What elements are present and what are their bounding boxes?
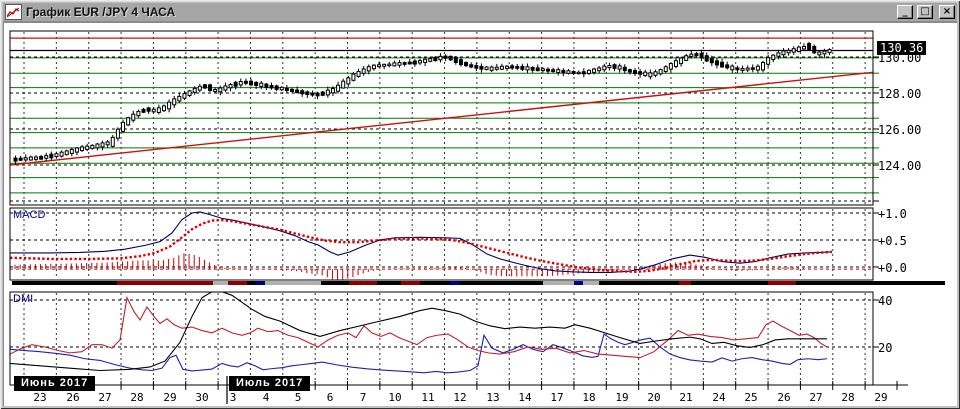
x-axis-day-label: 23	[33, 391, 47, 404]
x-axis-day-label: 19	[615, 391, 629, 404]
trend-strip-segment	[691, 281, 768, 285]
x-axis-day-label: 25	[744, 391, 758, 404]
x-axis-day-label: 26	[777, 391, 791, 404]
month-label-june: Июнь 2017	[14, 376, 96, 391]
minimize-button[interactable]: _	[897, 5, 913, 19]
x-axis-day-label: 28	[841, 391, 855, 404]
trend-strip-segment	[265, 281, 321, 285]
chart-client-area	[3, 22, 957, 406]
price-axis-label: 126.00	[878, 123, 922, 137]
chart-icon	[5, 4, 22, 20]
trend-strip	[12, 281, 945, 285]
trend-strip-segment	[599, 281, 679, 285]
x-axis-day-label: 3	[229, 391, 237, 404]
x-axis-day-label: 26	[66, 391, 80, 404]
x-axis-day-label: 29	[874, 391, 888, 404]
current-price-badge: 130.36	[877, 41, 927, 55]
x-axis-day-label: 27	[98, 391, 112, 404]
trend-strip-segment	[583, 281, 599, 285]
x-axis-day-label: 12	[453, 391, 467, 404]
dmi-panel-label: DMI	[13, 293, 34, 305]
x-axis-day-label: 11	[421, 391, 435, 404]
trend-strip-segment	[12, 281, 117, 285]
trend-strip-segment	[256, 281, 265, 285]
trend-strip-segment	[213, 281, 228, 285]
close-button[interactable]: ×	[939, 5, 955, 19]
title-bar[interactable]: График EUR /JPY 4 ЧАСА _ □ ×	[3, 3, 957, 22]
trend-strip-segment	[796, 281, 945, 285]
x-axis-day-label: 29	[163, 391, 177, 404]
trend-strip-segment	[401, 281, 420, 285]
maximize-button[interactable]: □	[917, 5, 933, 19]
trend-strip-segment	[321, 281, 349, 285]
trend-strip-segment	[574, 281, 583, 285]
price-axis-label: 128.00	[878, 87, 922, 101]
dmi-axis-label: 20	[878, 341, 893, 355]
window-title: График EUR /JPY 4 ЧАСА	[26, 5, 176, 19]
x-axis-day-label: 20	[647, 391, 661, 404]
month-label-july: Июль 2017	[229, 376, 311, 391]
dmi-axis-label: 40	[878, 294, 893, 308]
trend-strip-segment	[117, 281, 213, 285]
trend-strip-segment	[543, 281, 574, 285]
trend-strip-segment	[247, 281, 256, 285]
trend-strip-segment	[768, 281, 796, 285]
x-axis-day-label: 6	[326, 391, 334, 404]
macd-axis-label: +0.5	[878, 234, 907, 248]
x-axis-day-label: 14	[518, 391, 532, 404]
macd-panel-label: MACD	[13, 209, 46, 221]
x-axis-day-label: 10	[388, 391, 402, 404]
x-axis-day-label: 7	[359, 391, 367, 404]
x-axis-day-label: 27	[809, 391, 823, 404]
trend-strip-segment	[377, 281, 401, 285]
macd-axis-label: +0.0	[878, 261, 907, 275]
trend-strip-segment	[228, 281, 247, 285]
x-axis-day-label: 17	[550, 391, 564, 404]
trend-strip-segment	[679, 281, 691, 285]
x-axis-day-label: 4	[262, 391, 270, 404]
price-axis-label: 124.00	[878, 159, 922, 173]
trend-strip-segment	[450, 281, 460, 285]
x-axis-day-label: 5	[294, 391, 302, 404]
x-axis-day-label: 24	[712, 391, 726, 404]
x-axis-day-label: 21	[679, 391, 693, 404]
trend-strip-segment	[420, 281, 450, 285]
trend-strip-segment	[460, 281, 543, 285]
macd-axis-label: +1.0	[878, 207, 907, 221]
x-axis-day-label: 30	[195, 391, 209, 404]
x-axis-day-label: 18	[582, 391, 596, 404]
trend-strip-segment	[349, 281, 377, 285]
x-axis-day-label: 28	[130, 391, 144, 404]
x-axis-day-label: 13	[486, 391, 500, 404]
